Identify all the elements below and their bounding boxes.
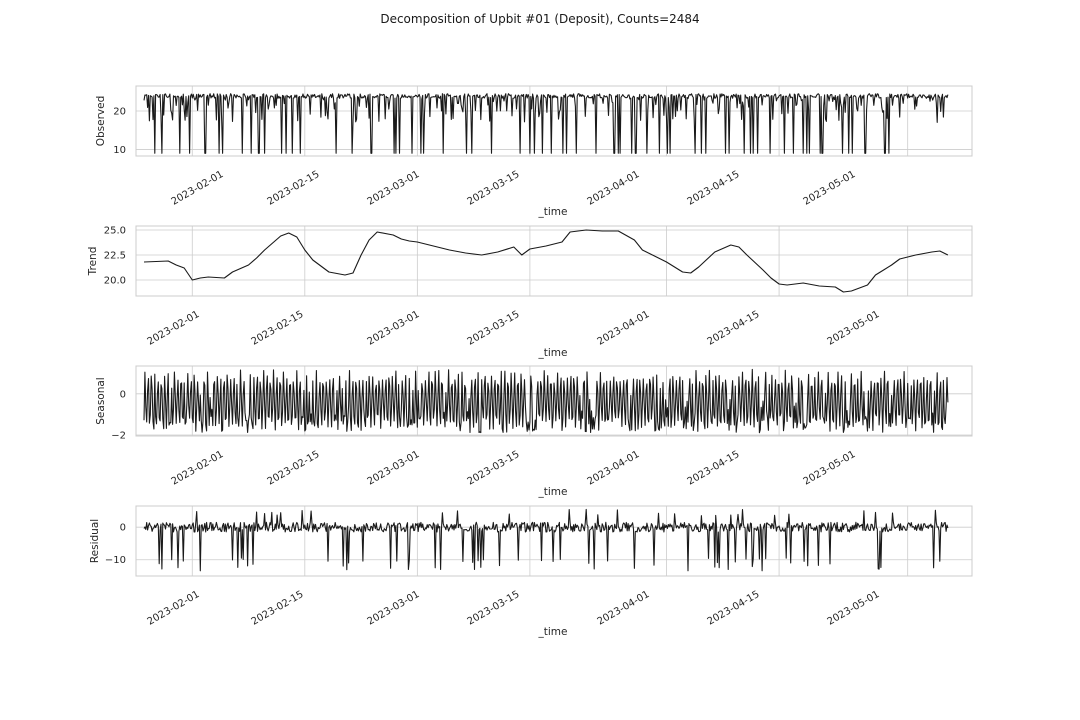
- y-tick-label: 10: [113, 145, 126, 156]
- x-tick-label: 2023-05-01: [802, 169, 858, 208]
- x-tick-label: 2023-04-15: [706, 589, 762, 628]
- y-axis-label: Observed: [95, 96, 107, 147]
- x-tick-label: 2023-05-01: [826, 309, 882, 348]
- x-tick-label: 2023-03-01: [366, 169, 422, 208]
- seasonal-series-line: [143, 368, 949, 434]
- observed-series-line: [143, 93, 949, 154]
- x-tick-label: 2023-02-15: [250, 589, 306, 628]
- x-tick-label: 2023-04-15: [686, 169, 742, 208]
- x-tick-label: 2023-04-01: [596, 309, 652, 348]
- x-tick-label: 2023-02-15: [250, 309, 306, 348]
- x-axis-label: _time: [538, 626, 568, 638]
- y-tick-label: 22.5: [104, 251, 126, 262]
- x-tick-label: 2023-02-01: [170, 169, 226, 208]
- axes-frame: [135, 505, 973, 577]
- residual-panel: −10 0 2023-02-01 2023-02-15 2023-03-01 2023-0…: [89, 505, 973, 638]
- observed-panel: 10 20 2023-02-01 2023-02-15 2023-03-01 2023-0…: [95, 85, 973, 218]
- seasonal-panel: −2 0 2023-02-01 2023-02-15 2023-03-01 2023-03…: [95, 365, 973, 498]
- trend-panel: 20.0 22.5 25.0 2023-02-01 2023-02-15 2023-03-…: [87, 225, 973, 359]
- x-tick-label: 2023-02-01: [146, 589, 202, 628]
- x-tick-label: 2023-04-15: [686, 449, 742, 488]
- axes-frame: [135, 85, 973, 157]
- x-tick-label: 2023-02-15: [266, 169, 322, 208]
- x-tick-label: 2023-02-15: [266, 449, 322, 488]
- x-tick-label: 2023-02-01: [146, 309, 202, 348]
- axes-frame: [135, 365, 973, 437]
- x-tick-label: 2023-03-01: [366, 589, 422, 628]
- x-tick-label: 2023-03-01: [366, 449, 422, 488]
- y-tick-label: 0: [120, 389, 126, 400]
- y-tick-label: 25.0: [104, 226, 126, 237]
- axes-frame: [135, 225, 973, 297]
- y-tick-label: 0: [120, 523, 126, 534]
- x-tick-label: 2023-05-01: [826, 589, 882, 628]
- residual-series-line: [143, 508, 949, 572]
- x-tick-label: 2023-03-15: [466, 309, 522, 348]
- trend-series-line: [143, 229, 949, 293]
- y-tick-label: −10: [105, 555, 126, 566]
- x-tick-label: 2023-02-01: [170, 449, 226, 488]
- figure-title: Decomposition of Upbit #01 (Deposit), Co…: [380, 12, 700, 26]
- x-axis-label: _time: [538, 486, 568, 498]
- x-tick-label: 2023-03-15: [466, 449, 522, 488]
- y-axis-label: Residual: [89, 519, 101, 563]
- x-tick-label: 2023-04-01: [586, 449, 642, 488]
- y-axis-label: Trend: [87, 247, 99, 277]
- x-tick-label: 2023-03-15: [466, 169, 522, 208]
- x-axis-label: _time: [538, 206, 568, 218]
- x-tick-label: 2023-04-15: [706, 309, 762, 348]
- x-tick-label: 2023-03-15: [466, 589, 522, 628]
- x-tick-label: 2023-05-01: [802, 449, 858, 488]
- x-tick-label: 2023-04-01: [596, 589, 652, 628]
- x-axis-label: _time: [538, 347, 568, 359]
- y-tick-label: −2: [111, 430, 126, 441]
- y-tick-label: 20.0: [104, 276, 126, 287]
- x-tick-label: 2023-03-01: [366, 309, 422, 348]
- y-tick-label: 20: [113, 107, 126, 118]
- x-tick-label: 2023-04-01: [586, 169, 642, 208]
- y-axis-label: Seasonal: [95, 377, 107, 424]
